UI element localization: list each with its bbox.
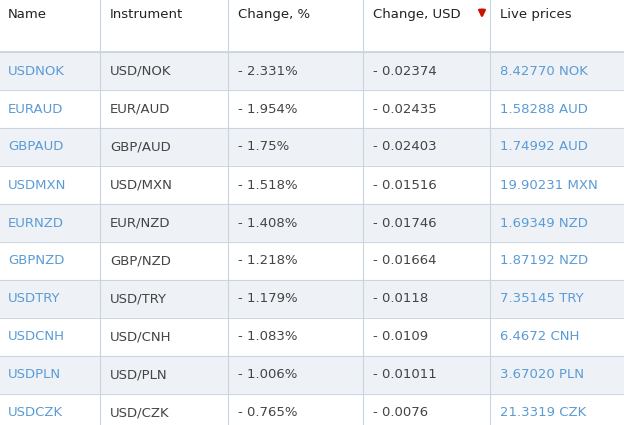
Text: EURNZD: EURNZD: [8, 216, 64, 230]
Text: Change, USD: Change, USD: [373, 8, 461, 20]
Text: 19.90231 MXN: 19.90231 MXN: [500, 178, 598, 192]
Text: 1.69349 NZD: 1.69349 NZD: [500, 216, 588, 230]
Bar: [0, 394, 624, 425]
Text: - 0.01664: - 0.01664: [373, 255, 437, 267]
Bar: [0, 204, 624, 242]
Text: - 0.0118: - 0.0118: [373, 292, 428, 306]
Text: - 0.0109: - 0.0109: [373, 331, 428, 343]
Bar: [0, 318, 624, 356]
Text: USDCZK: USDCZK: [8, 406, 63, 419]
Text: EUR/AUD: EUR/AUD: [110, 102, 170, 116]
Text: 8.42770 NOK: 8.42770 NOK: [500, 65, 588, 77]
Text: 21.3319 CZK: 21.3319 CZK: [500, 406, 587, 419]
Text: 6.4672 CNH: 6.4672 CNH: [500, 331, 579, 343]
Text: GBP/AUD: GBP/AUD: [110, 141, 171, 153]
Text: - 1.408%: - 1.408%: [238, 216, 298, 230]
Text: 1.58288 AUD: 1.58288 AUD: [500, 102, 588, 116]
Bar: [0, 128, 624, 166]
Text: GBPNZD: GBPNZD: [8, 255, 64, 267]
Text: USDPLN: USDPLN: [8, 368, 61, 382]
Bar: [0, 280, 624, 318]
Bar: [0, 166, 624, 204]
Text: USDNOK: USDNOK: [8, 65, 65, 77]
Text: USD/CZK: USD/CZK: [110, 406, 170, 419]
Text: - 1.083%: - 1.083%: [238, 331, 298, 343]
Text: 1.74992 AUD: 1.74992 AUD: [500, 141, 588, 153]
Text: 7.35145 TRY: 7.35145 TRY: [500, 292, 583, 306]
Text: Change, %: Change, %: [238, 8, 310, 20]
Bar: [0, 52, 624, 90]
Text: USDTRY: USDTRY: [8, 292, 61, 306]
Text: USDCNH: USDCNH: [8, 331, 65, 343]
Text: Instrument: Instrument: [110, 8, 183, 20]
Text: - 1.954%: - 1.954%: [238, 102, 298, 116]
Text: - 0.02435: - 0.02435: [373, 102, 437, 116]
Text: USD/MXN: USD/MXN: [110, 178, 173, 192]
Text: - 0.02374: - 0.02374: [373, 65, 437, 77]
Text: USD/CNH: USD/CNH: [110, 331, 172, 343]
Text: - 0.01011: - 0.01011: [373, 368, 437, 382]
Text: - 1.006%: - 1.006%: [238, 368, 298, 382]
Text: Live prices: Live prices: [500, 8, 572, 20]
Text: USD/TRY: USD/TRY: [110, 292, 167, 306]
Text: 3.67020 PLN: 3.67020 PLN: [500, 368, 584, 382]
Text: - 1.179%: - 1.179%: [238, 292, 298, 306]
Text: - 1.75%: - 1.75%: [238, 141, 290, 153]
Bar: [0, 242, 624, 280]
Bar: [0, 356, 624, 394]
Text: EUR/NZD: EUR/NZD: [110, 216, 170, 230]
Text: - 0.765%: - 0.765%: [238, 406, 298, 419]
Text: USD/NOK: USD/NOK: [110, 65, 172, 77]
Text: EURAUD: EURAUD: [8, 102, 64, 116]
Text: - 1.518%: - 1.518%: [238, 178, 298, 192]
Text: GBP/NZD: GBP/NZD: [110, 255, 171, 267]
Text: - 2.331%: - 2.331%: [238, 65, 298, 77]
Text: USD/PLN: USD/PLN: [110, 368, 168, 382]
Text: - 0.01516: - 0.01516: [373, 178, 437, 192]
Text: USDMXN: USDMXN: [8, 178, 66, 192]
Text: - 1.218%: - 1.218%: [238, 255, 298, 267]
Text: Name: Name: [8, 8, 47, 20]
Text: - 0.0076: - 0.0076: [373, 406, 428, 419]
Bar: [0, 90, 624, 128]
Text: GBPAUD: GBPAUD: [8, 141, 64, 153]
Text: - 0.02403: - 0.02403: [373, 141, 437, 153]
Text: 1.87192 NZD: 1.87192 NZD: [500, 255, 588, 267]
Text: - 0.01746: - 0.01746: [373, 216, 437, 230]
